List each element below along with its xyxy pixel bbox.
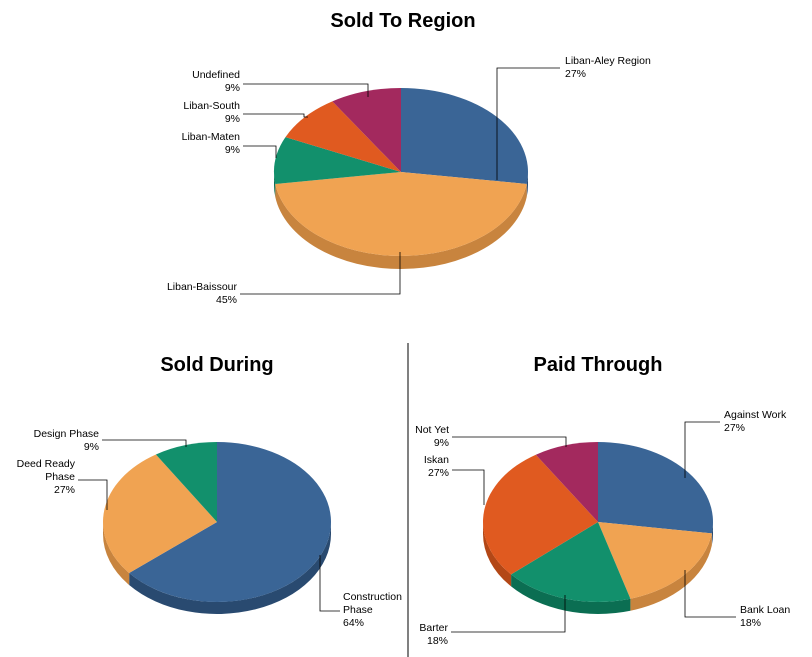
slice-percent-against-work: 27%: [724, 422, 745, 434]
pie-sold-during: Construction Phase 64% Deed Ready Phase 27% De…: [17, 428, 402, 629]
pie-slice-construction-phase: [129, 442, 332, 603]
pie-side-layer: [483, 522, 713, 614]
pie-side-against-work: [711, 522, 713, 546]
slice-percent-iskan: 27%: [428, 467, 449, 479]
slice-label-design-phase: Design Phase 9%: [34, 428, 100, 453]
leader-line-liban-south: [243, 113, 308, 118]
pie-side-liban-aley-region: [526, 172, 528, 197]
pie-side-liban-baissour: [275, 183, 527, 269]
slice-percent-liban-south: 9%: [225, 113, 240, 125]
slice-label-not-yet: Not Yet 9%: [415, 424, 449, 449]
slice-label-liban-maten: Liban-Maten 9%: [182, 131, 241, 156]
slice-label-liban-aley-region: Liban-Aley Region 27%: [565, 55, 651, 80]
slice-label-deed-ready-phase: Deed Ready Phase 27%: [17, 458, 76, 496]
slice-percent-liban-aley-region: 27%: [565, 68, 586, 80]
pie-slice-design-phase: [155, 442, 217, 522]
leader-line-liban-aley-region: [496, 67, 560, 180]
chart-title-paid-through: Paid Through: [534, 354, 663, 376]
leader-line-deed-ready-phase: [78, 479, 108, 510]
pie-slice-bank-loan: [598, 522, 712, 599]
pie-slice-liban-south: [285, 101, 401, 172]
leader-line-construction-phase: [319, 555, 340, 612]
slice-label-against-work: Against Work 27%: [724, 409, 787, 434]
slice-percent-deed-ready-phase: 27%: [54, 484, 75, 496]
leader-line-undefined: [243, 83, 369, 97]
slice-percent-bank-loan: 18%: [740, 617, 761, 629]
pie-slice-liban-maten: [273, 137, 401, 184]
pie-slice-undefined: [332, 88, 401, 172]
pie-side-bank-loan: [630, 533, 712, 611]
pie-sold-to-region: Liban-Aley Region 27% Liban-Baissour 45% Lib…: [167, 55, 651, 306]
pie-slice-liban-baissour: [275, 172, 527, 256]
leader-line-liban-baissour: [240, 252, 401, 295]
pie-side-deed-ready-phase: [103, 522, 130, 585]
leader-line-design-phase: [102, 439, 187, 447]
pie-side-iskan: [483, 522, 512, 587]
slice-label-construction-phase: Construction Phase 64%: [343, 591, 402, 629]
slice-percent-liban-maten: 9%: [225, 144, 240, 156]
slice-percent-liban-baissour: 45%: [216, 294, 237, 306]
slice-label-barter: Barter 18%: [419, 622, 448, 647]
pie-slice-against-work: [598, 442, 714, 534]
slice-percent-design-phase: 9%: [84, 441, 99, 453]
slice-label-iskan: Iskan 27%: [424, 454, 449, 479]
leader-line-not-yet: [452, 436, 567, 447]
leader-line-barter: [451, 595, 566, 633]
slice-percent-construction-phase: 64%: [343, 617, 364, 629]
pie-slice-deed-ready-phase: [103, 454, 217, 573]
slice-percent-not-yet: 9%: [434, 437, 449, 449]
slice-label-liban-south: Liban-South 9%: [183, 100, 240, 125]
slice-label-bank-loan: Bank Loan 18%: [740, 604, 790, 629]
pie-side-layer: [103, 522, 331, 614]
leader-line-iskan: [452, 469, 485, 505]
chart-title-sold-to-region: Sold To Region: [330, 10, 475, 32]
chart-title-sold-during: Sold During: [160, 354, 273, 376]
pie-slice-iskan: [483, 454, 598, 575]
pie-slice-barter: [511, 522, 631, 603]
slice-percent-barter: 18%: [427, 635, 448, 647]
pie-side-liban-maten: [274, 172, 276, 197]
pie-slice-not-yet: [535, 442, 598, 522]
slice-percent-undefined: 9%: [225, 82, 240, 94]
pie-side-construction-phase: [129, 522, 331, 614]
slice-label-liban-baissour: Liban-Baissour 45%: [167, 281, 238, 306]
pie-slice-liban-aley-region: [401, 88, 528, 184]
leader-line-against-work: [684, 421, 720, 478]
leader-line-bank-loan: [684, 570, 736, 618]
slice-label-undefined: Undefined 9%: [192, 69, 240, 94]
pie-side-layer: [274, 172, 528, 269]
pie-paid-through: Against Work 27% Bank Loan 18% Barter 18% Iska…: [415, 409, 790, 647]
pie-side-barter: [511, 574, 631, 614]
leader-line-liban-maten: [243, 145, 277, 158]
